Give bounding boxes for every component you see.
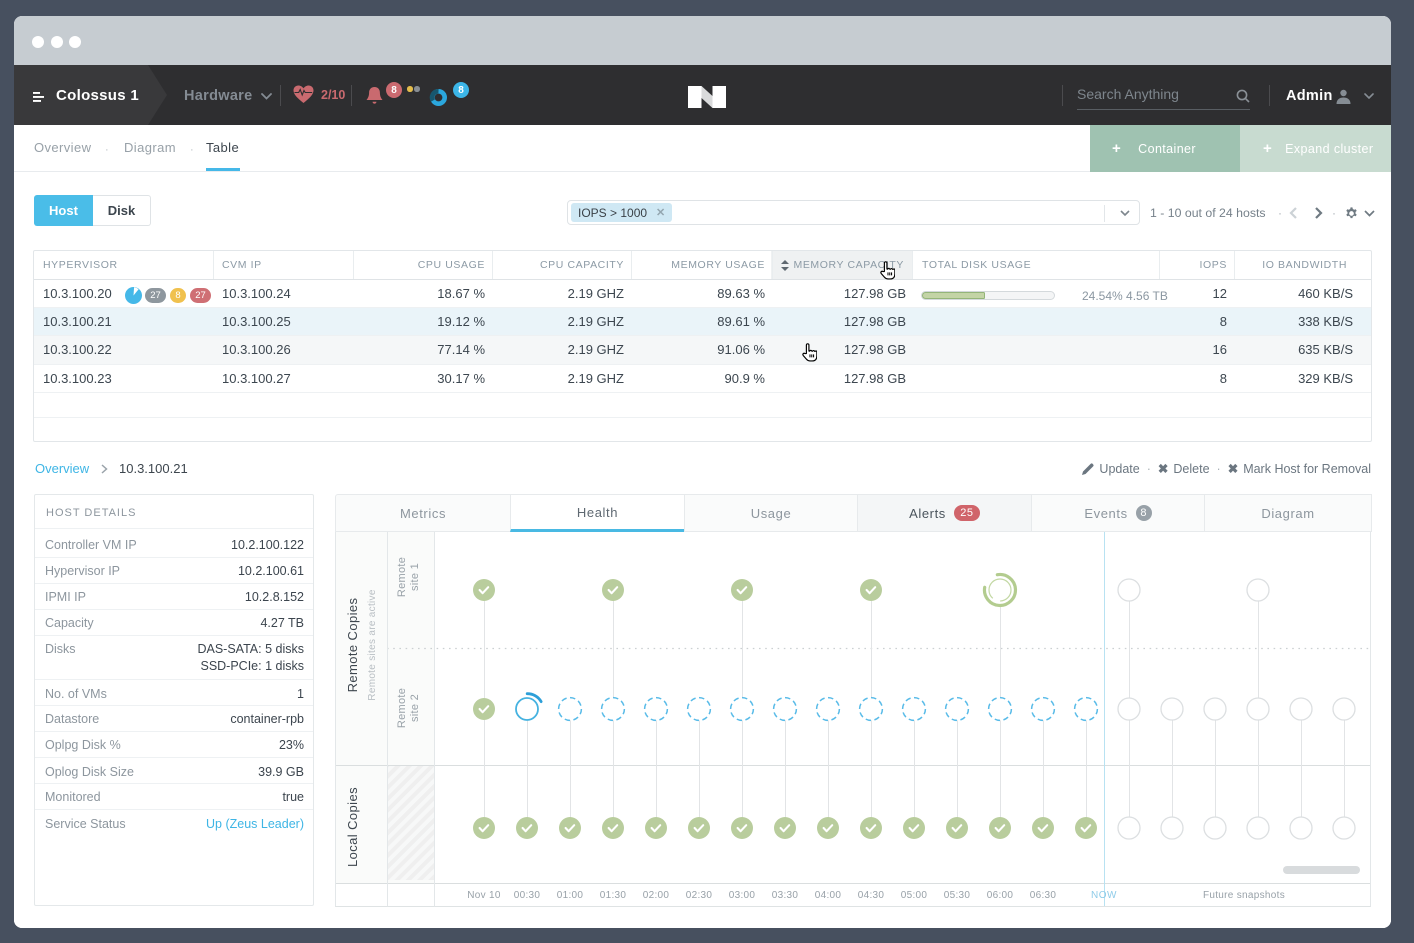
svg-text:05:00: 05:00 [901,890,928,901]
svg-text:Remote: Remote [396,688,408,728]
svg-text:04:30: 04:30 [858,890,885,901]
svg-text:04:00: 04:00 [815,890,842,901]
svg-text:02:30: 02:30 [686,890,713,901]
svg-text:Remote sites are active: Remote sites are active [367,589,378,701]
svg-text:01:00: 01:00 [557,890,584,901]
svg-text:NOW: NOW [1091,890,1117,901]
svg-text:00:30: 00:30 [514,890,541,901]
svg-text:Remote: Remote [396,557,408,597]
svg-text:06:00: 06:00 [987,890,1014,901]
svg-text:Local Copies: Local Copies [345,787,360,867]
svg-text:02:00: 02:00 [643,890,670,901]
svg-text:site 2: site 2 [409,694,421,722]
svg-text:Remote Copies: Remote Copies [345,598,360,693]
svg-text:03:00: 03:00 [729,890,756,901]
svg-text:06:30: 06:30 [1030,890,1057,901]
svg-text:site 1: site 1 [409,563,421,591]
svg-text:Nov 10: Nov 10 [467,890,501,901]
svg-text:03:30: 03:30 [772,890,799,901]
svg-text:01:30: 01:30 [600,890,627,901]
svg-text:05:30: 05:30 [944,890,971,901]
svg-text:Future snapshots: Future snapshots [1203,890,1285,901]
